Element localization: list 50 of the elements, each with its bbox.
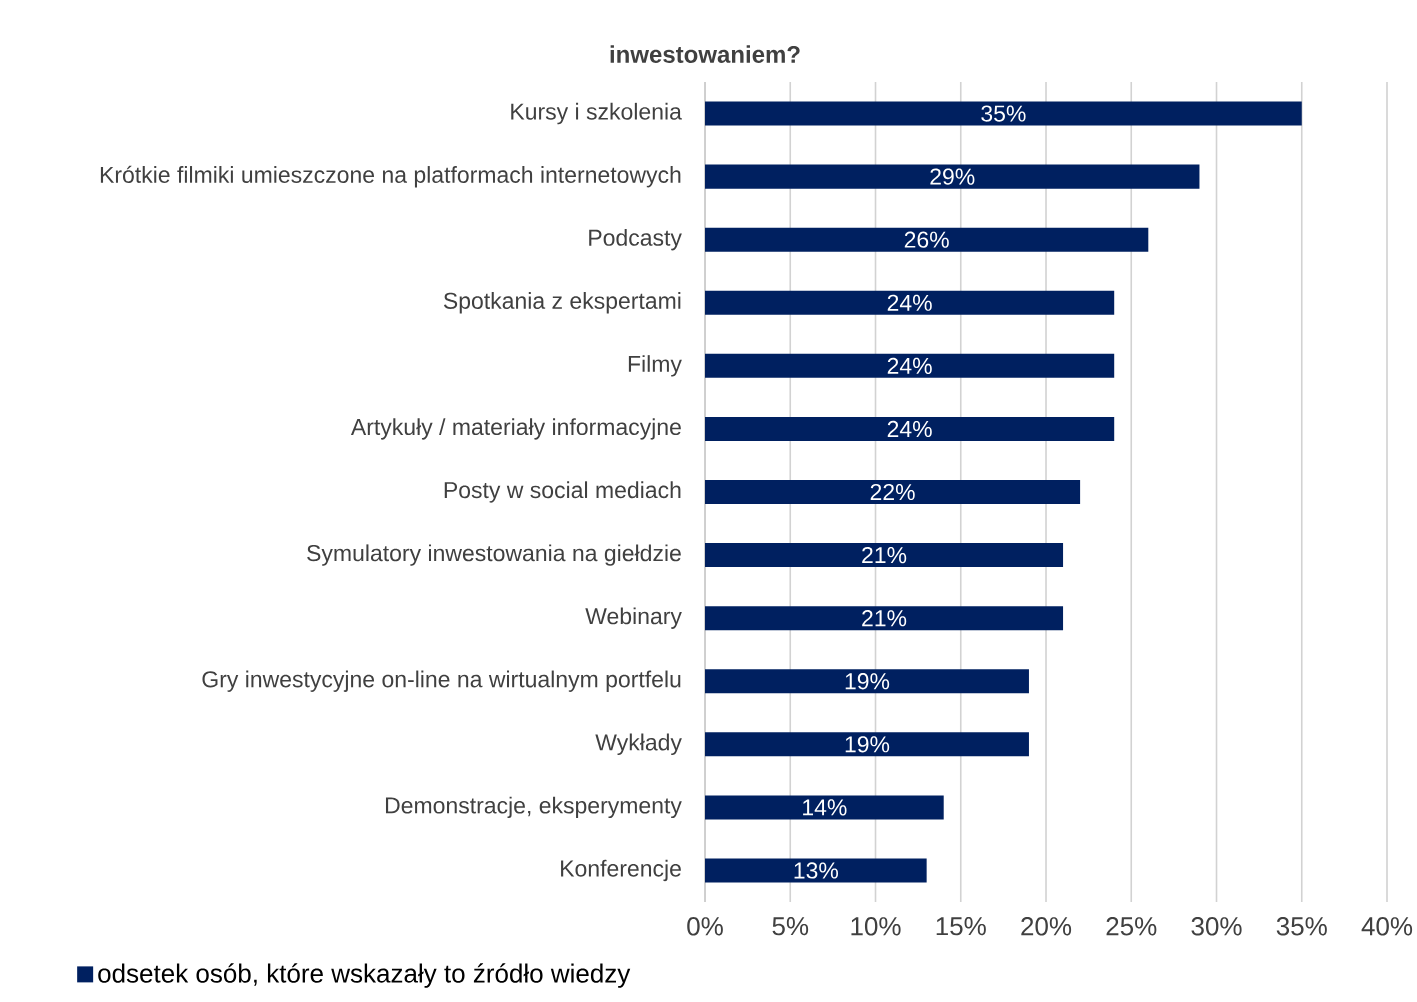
y-tick-label: Artykuły / materiały informacyjne bbox=[350, 418, 681, 440]
legend-label: odsetek osób, które wskazały to źródło wiedzy bbox=[98, 963, 631, 988]
y-tick-label: Konferencje bbox=[561, 859, 681, 882]
y-tick-label: Wykłady bbox=[595, 733, 682, 756]
bar bbox=[705, 606, 1064, 631]
data-label: 26% bbox=[904, 231, 949, 248]
chart-title: inwestowaniem? bbox=[610, 45, 800, 63]
bar bbox=[705, 164, 1200, 189]
bar bbox=[705, 795, 944, 820]
y-tick-label: Kursy i szkolenia bbox=[511, 102, 682, 125]
y-tick-label: Spotkania z ekspertami bbox=[443, 292, 681, 314]
data-label: 24% bbox=[887, 294, 932, 311]
data-label: 19% bbox=[845, 736, 890, 753]
x-tick-label: 30% bbox=[1191, 917, 1242, 936]
data-label: 14% bbox=[803, 799, 847, 816]
y-tick-label: Filmy bbox=[628, 355, 682, 377]
y-tick-label: Krótkie filmiki umieszczone na platformach internetowych bbox=[100, 165, 681, 188]
y-tick-label: Demonstracje, eksperymenty bbox=[385, 796, 682, 819]
bar bbox=[705, 543, 1064, 568]
x-tick-label: 20% bbox=[1021, 917, 1072, 936]
x-tick-label: 10% bbox=[851, 917, 901, 936]
data-label: 19% bbox=[845, 673, 890, 690]
x-tick-label: 0% bbox=[687, 917, 723, 936]
x-tick-label: 40% bbox=[1361, 917, 1413, 936]
y-tick-label: Posty w social mediach bbox=[444, 481, 681, 503]
data-label: 24% bbox=[887, 357, 932, 374]
bar bbox=[705, 669, 1029, 694]
x-tick-label: 25% bbox=[1106, 917, 1157, 936]
y-tick-label: Gry inwestycyjne on-line na wirtualnym portfelu bbox=[202, 670, 681, 692]
x-tick-label: 35% bbox=[1276, 917, 1327, 936]
bar bbox=[705, 858, 927, 883]
x-tick-label: 15% bbox=[936, 917, 986, 936]
bar bbox=[705, 290, 1115, 315]
data-label: 29% bbox=[930, 168, 975, 185]
data-label: 13% bbox=[794, 862, 839, 879]
bar bbox=[705, 227, 1149, 252]
data-label: 24% bbox=[887, 420, 932, 438]
x-tick-label: 5% bbox=[772, 917, 809, 936]
data-label: 35% bbox=[981, 105, 1026, 122]
bar bbox=[705, 416, 1115, 441]
bar bbox=[705, 480, 1081, 505]
y-tick-label: Symulatory inwestowania na giełdzie bbox=[307, 544, 681, 566]
bar bbox=[705, 101, 1302, 126]
y-tick-label: Podcasty bbox=[589, 228, 682, 251]
y-tick-label: Webinary bbox=[585, 607, 682, 629]
data-label: 21% bbox=[862, 546, 907, 564]
bar bbox=[705, 732, 1029, 757]
data-label: 21% bbox=[862, 610, 907, 627]
bar bbox=[705, 353, 1115, 378]
data-label: 22% bbox=[870, 483, 915, 501]
